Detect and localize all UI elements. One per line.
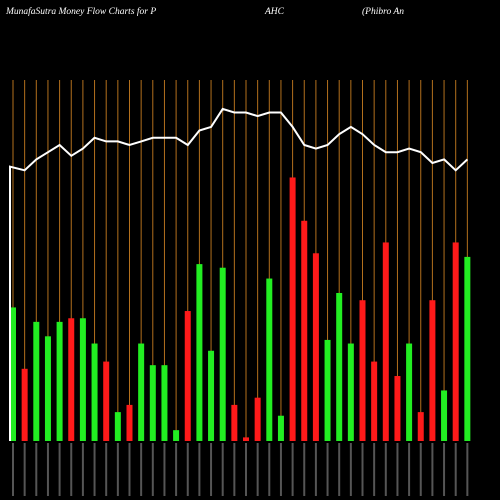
volume-bar (429, 300, 436, 441)
volume-bar (21, 368, 28, 441)
volume-bar (336, 292, 343, 441)
volume-bar (56, 321, 63, 441)
volume-bar (138, 343, 145, 441)
volume-bar (219, 267, 226, 441)
volume-bar (266, 278, 273, 441)
volume-bar (208, 350, 215, 441)
volume-bars (10, 177, 471, 441)
volume-bar (126, 404, 133, 441)
volume-bar (10, 307, 16, 441)
volume-bar (312, 253, 319, 441)
chart-title-company: (Phibro An (362, 7, 404, 17)
volume-bar (103, 361, 110, 441)
price-line (9, 107, 469, 441)
volume-bar (301, 220, 308, 441)
volume-bar (347, 343, 354, 441)
volume-bar (44, 336, 51, 441)
volume-bar (79, 318, 86, 441)
volume-bar (464, 256, 471, 441)
volume-bar (149, 365, 156, 441)
volume-bar (324, 339, 331, 441)
chart-title-left: MunafaSutra Money Flow Charts for P (6, 7, 157, 17)
volume-bar (394, 376, 401, 441)
volume-bar (68, 318, 75, 441)
volume-bar (441, 390, 448, 441)
volume-bar (452, 242, 459, 441)
volume-bar (289, 177, 296, 441)
volume-bar (114, 412, 121, 441)
volume-bar (359, 300, 366, 441)
volume-bar (382, 242, 389, 441)
volume-bar (254, 397, 261, 441)
x-tick-marks (12, 443, 469, 496)
volume-bar (173, 430, 180, 441)
volume-bar (196, 264, 203, 441)
chart-title-ticker: AHC (265, 7, 284, 17)
volume-bar (231, 404, 238, 441)
volume-bar (161, 365, 168, 441)
volume-bar (417, 412, 424, 441)
volume-bar (243, 437, 249, 441)
volume-bar (277, 415, 284, 441)
volume-bar (371, 361, 378, 441)
volume-bar (91, 343, 98, 441)
volume-bar (184, 311, 191, 441)
volume-bar (406, 343, 413, 441)
volume-bar (33, 321, 40, 441)
